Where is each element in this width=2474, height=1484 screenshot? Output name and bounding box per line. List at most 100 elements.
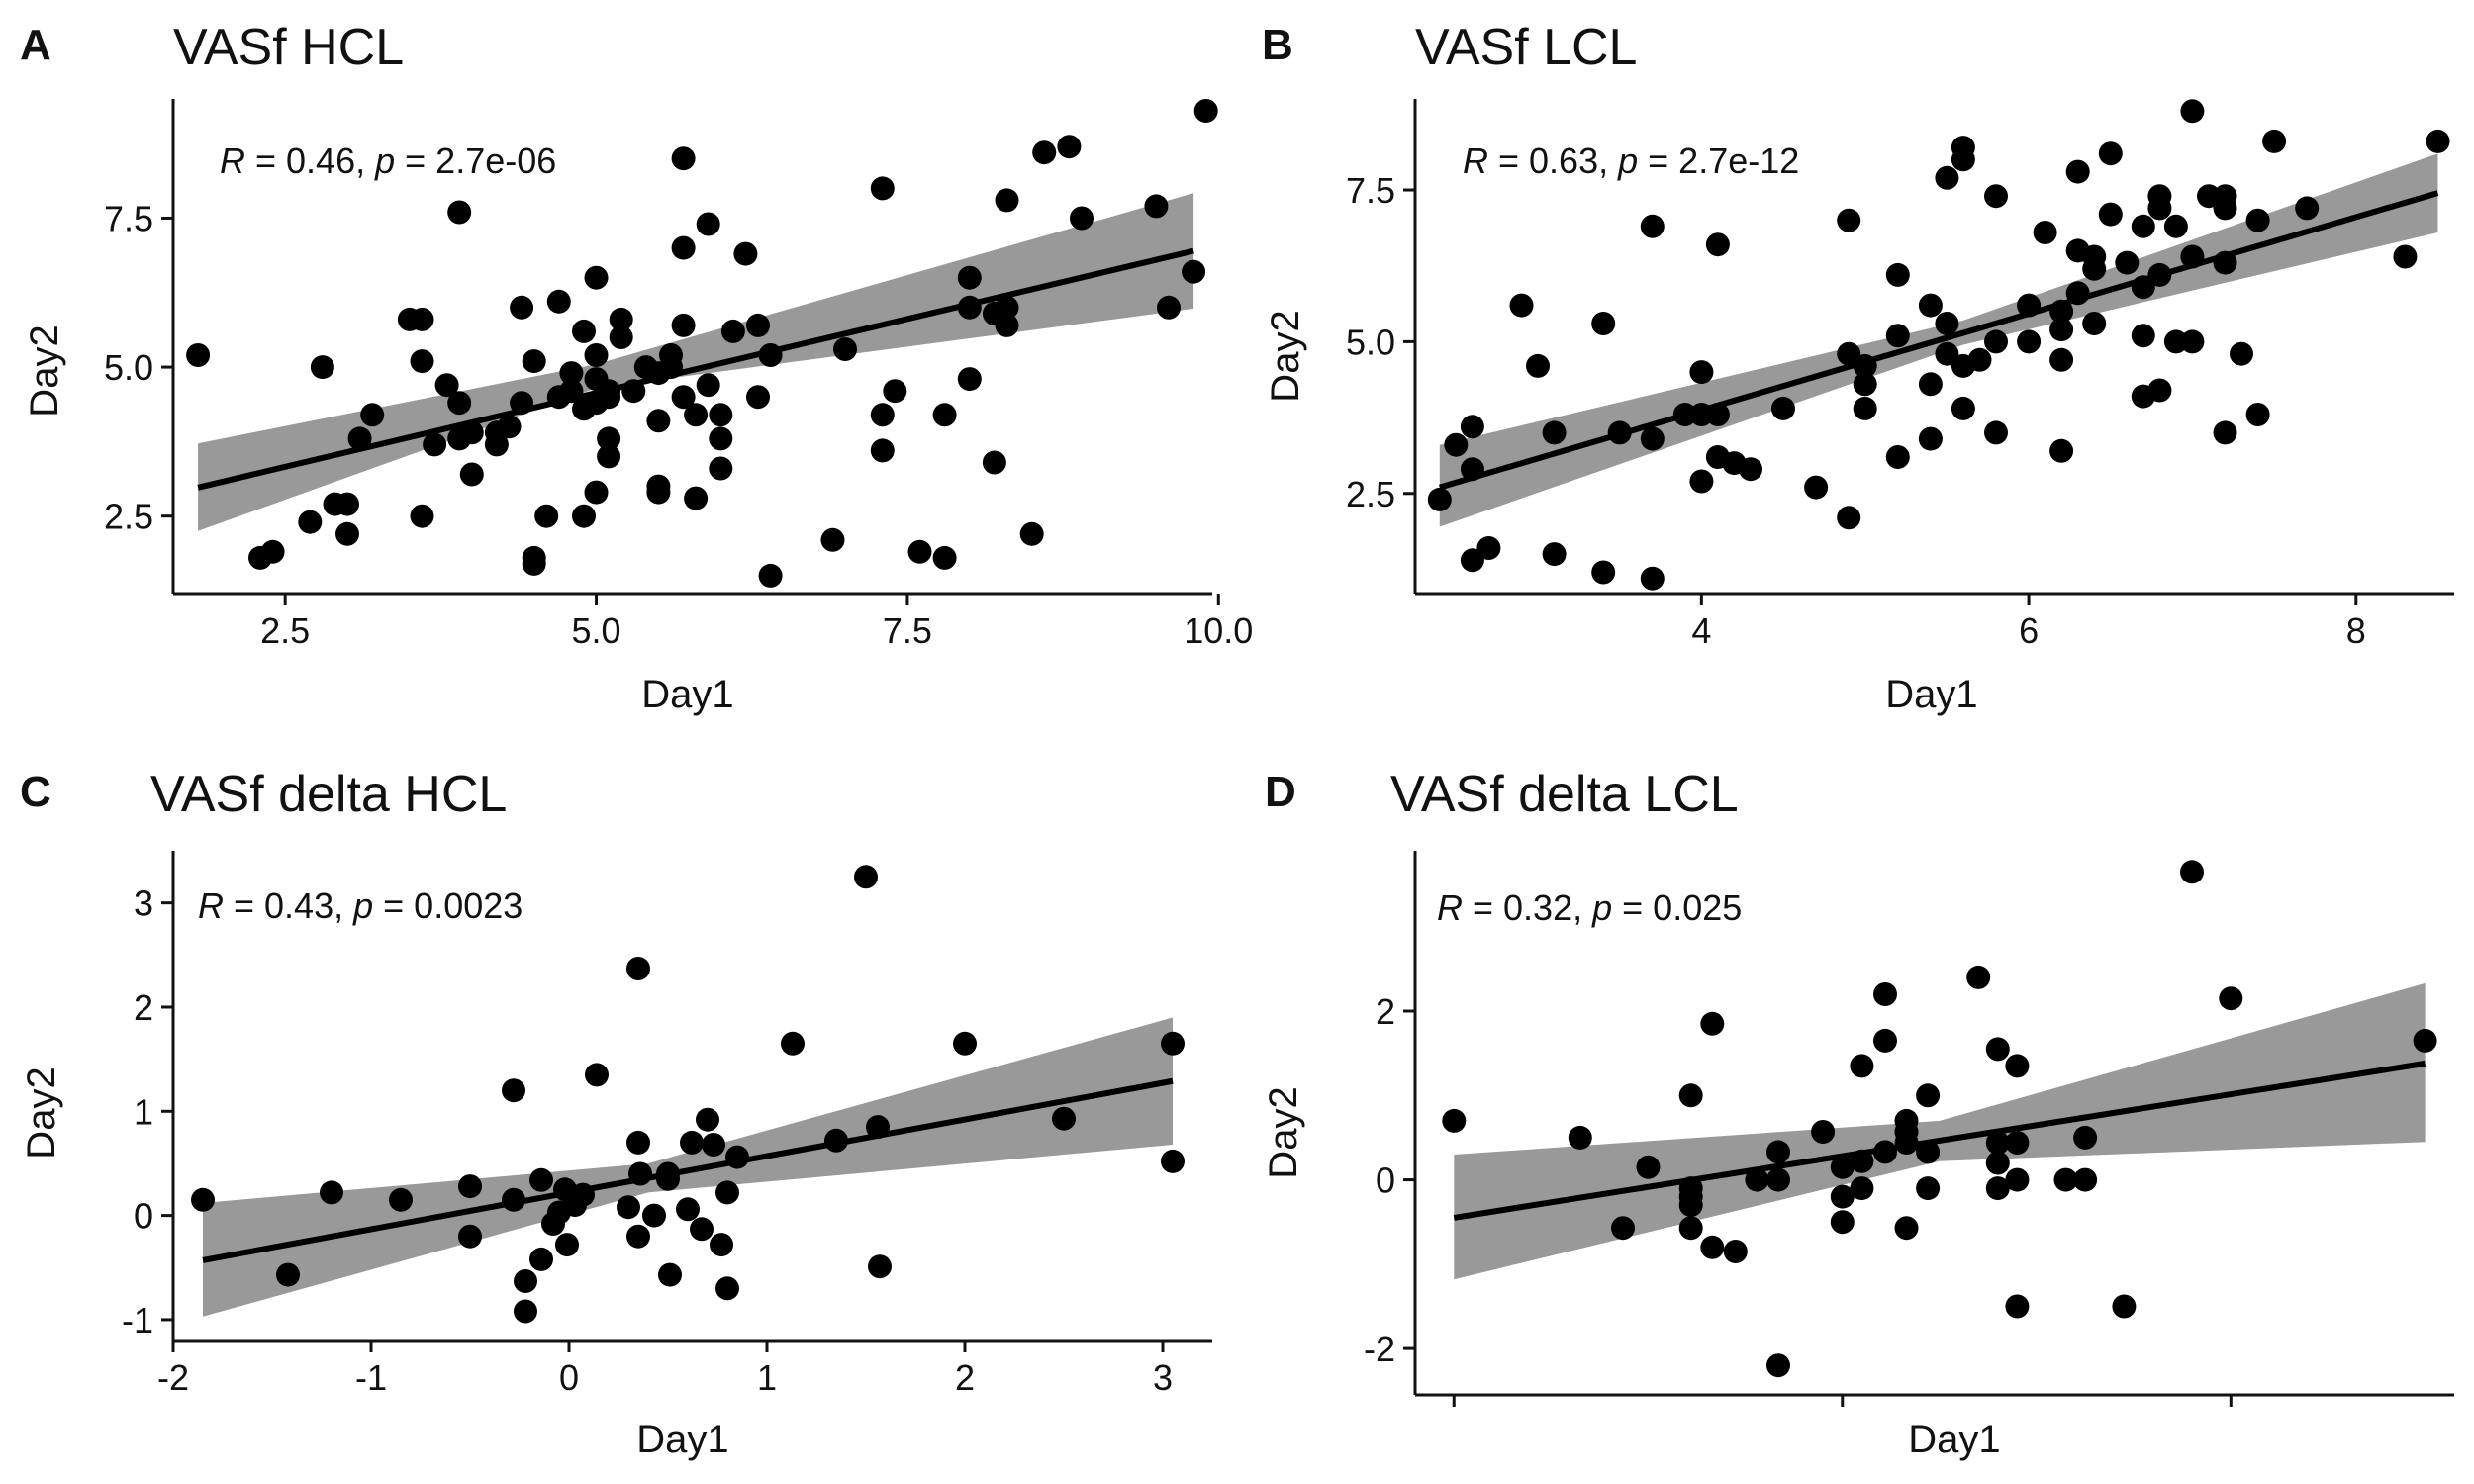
data-point (2213, 250, 2237, 275)
data-point (932, 545, 957, 570)
data-point (1542, 420, 1567, 445)
data-point (824, 1128, 848, 1153)
data-point (868, 1254, 892, 1279)
data-point (684, 486, 709, 510)
data-point (1830, 1184, 1855, 1209)
data-point (2219, 986, 2243, 1011)
data-point (758, 343, 783, 367)
data-point (298, 510, 323, 534)
data-point (1985, 1037, 2010, 1062)
data-point (1984, 420, 2008, 445)
data-point (1723, 1240, 1748, 1263)
data-point (2017, 329, 2042, 354)
data-point (260, 539, 285, 564)
data-point (1678, 1176, 1703, 1201)
data-point (1916, 1083, 1941, 1108)
x-tick-label: -2 (157, 1357, 189, 1398)
data-point (2426, 129, 2450, 153)
data-point (186, 343, 211, 367)
data-point (1144, 194, 1169, 219)
data-point (866, 1115, 890, 1140)
data-point (854, 865, 878, 889)
data-point (585, 1063, 609, 1087)
data-point (626, 1130, 650, 1155)
data-point (1766, 1167, 1790, 1192)
data-point (534, 504, 559, 528)
data-point (1689, 403, 1714, 426)
data-point (335, 521, 359, 546)
data-point (1057, 135, 1082, 159)
data-point (2049, 438, 2074, 463)
data-point (1985, 1176, 2010, 1201)
regression-line (197, 247, 1194, 491)
data-point (1739, 457, 1762, 482)
y-tick-label: 2.5 (104, 497, 153, 537)
data-point (1916, 1140, 1941, 1164)
data-point (389, 1187, 413, 1212)
data-point (609, 307, 633, 331)
data-point (671, 313, 696, 337)
data-point (659, 355, 683, 380)
data-point (2005, 1167, 2030, 1192)
data-point (2213, 196, 2237, 221)
data-point (1966, 965, 1991, 989)
data-point (1830, 1155, 1855, 1179)
x-axis-label: Day1 (641, 673, 733, 716)
data-point (2065, 281, 2090, 306)
data-point (529, 1247, 553, 1271)
data-point (720, 319, 745, 343)
data-point (2082, 312, 2107, 335)
data-point (709, 456, 733, 481)
data-point (1873, 982, 1897, 1006)
data-point (684, 403, 709, 427)
data-point (484, 432, 509, 457)
data-point (497, 415, 522, 439)
data-point (883, 379, 907, 404)
data-point (320, 1180, 343, 1205)
data-point (514, 1299, 537, 1324)
data-point (658, 1262, 682, 1287)
data-point (423, 432, 447, 457)
correlation-stat: R = 0.43, p = 0.0023 (198, 885, 523, 926)
data-point (1689, 469, 1714, 494)
data-point (2073, 1125, 2098, 1150)
data-point (870, 403, 895, 427)
regression-line (1438, 190, 2439, 491)
data-point (2180, 99, 2205, 124)
data-point (1019, 521, 1044, 546)
data-point (1442, 1108, 1467, 1133)
data-point (1460, 457, 1484, 482)
data-point (690, 1217, 714, 1242)
y-tick-label: 7.5 (1346, 170, 1395, 211)
data-point (696, 212, 720, 236)
data-point (628, 1161, 652, 1186)
data-point (646, 409, 671, 433)
panel-letter: D (1265, 768, 1296, 816)
data-point (1705, 232, 1730, 257)
data-point (781, 1031, 805, 1056)
data-point (1853, 396, 1877, 420)
data-point (459, 462, 484, 487)
data-point (626, 957, 650, 980)
data-point (609, 325, 633, 349)
data-point (1850, 1176, 1874, 1201)
x-axis-label: Day1 (1908, 1418, 2000, 1461)
data-point (709, 403, 733, 427)
y-tick-label: 2.5 (1346, 474, 1395, 514)
data-point (1611, 1216, 1635, 1241)
data-point (1678, 1193, 1703, 1218)
data-point (1967, 347, 1992, 372)
data-point (1460, 415, 1484, 439)
y-axis-label: Day2 (1262, 1086, 1305, 1178)
y-axis-label: Day2 (20, 1067, 63, 1159)
x-tick-label: 3 (1153, 1357, 1173, 1398)
data-point (1837, 341, 1861, 366)
data-point (597, 385, 621, 410)
data-point (642, 1203, 666, 1228)
data-point (1460, 548, 1484, 573)
data-point (1182, 259, 1206, 284)
data-point (514, 1269, 537, 1293)
data-point (2163, 214, 2188, 238)
y-tick-label: 2 (134, 987, 153, 1028)
data-point (502, 1187, 525, 1212)
